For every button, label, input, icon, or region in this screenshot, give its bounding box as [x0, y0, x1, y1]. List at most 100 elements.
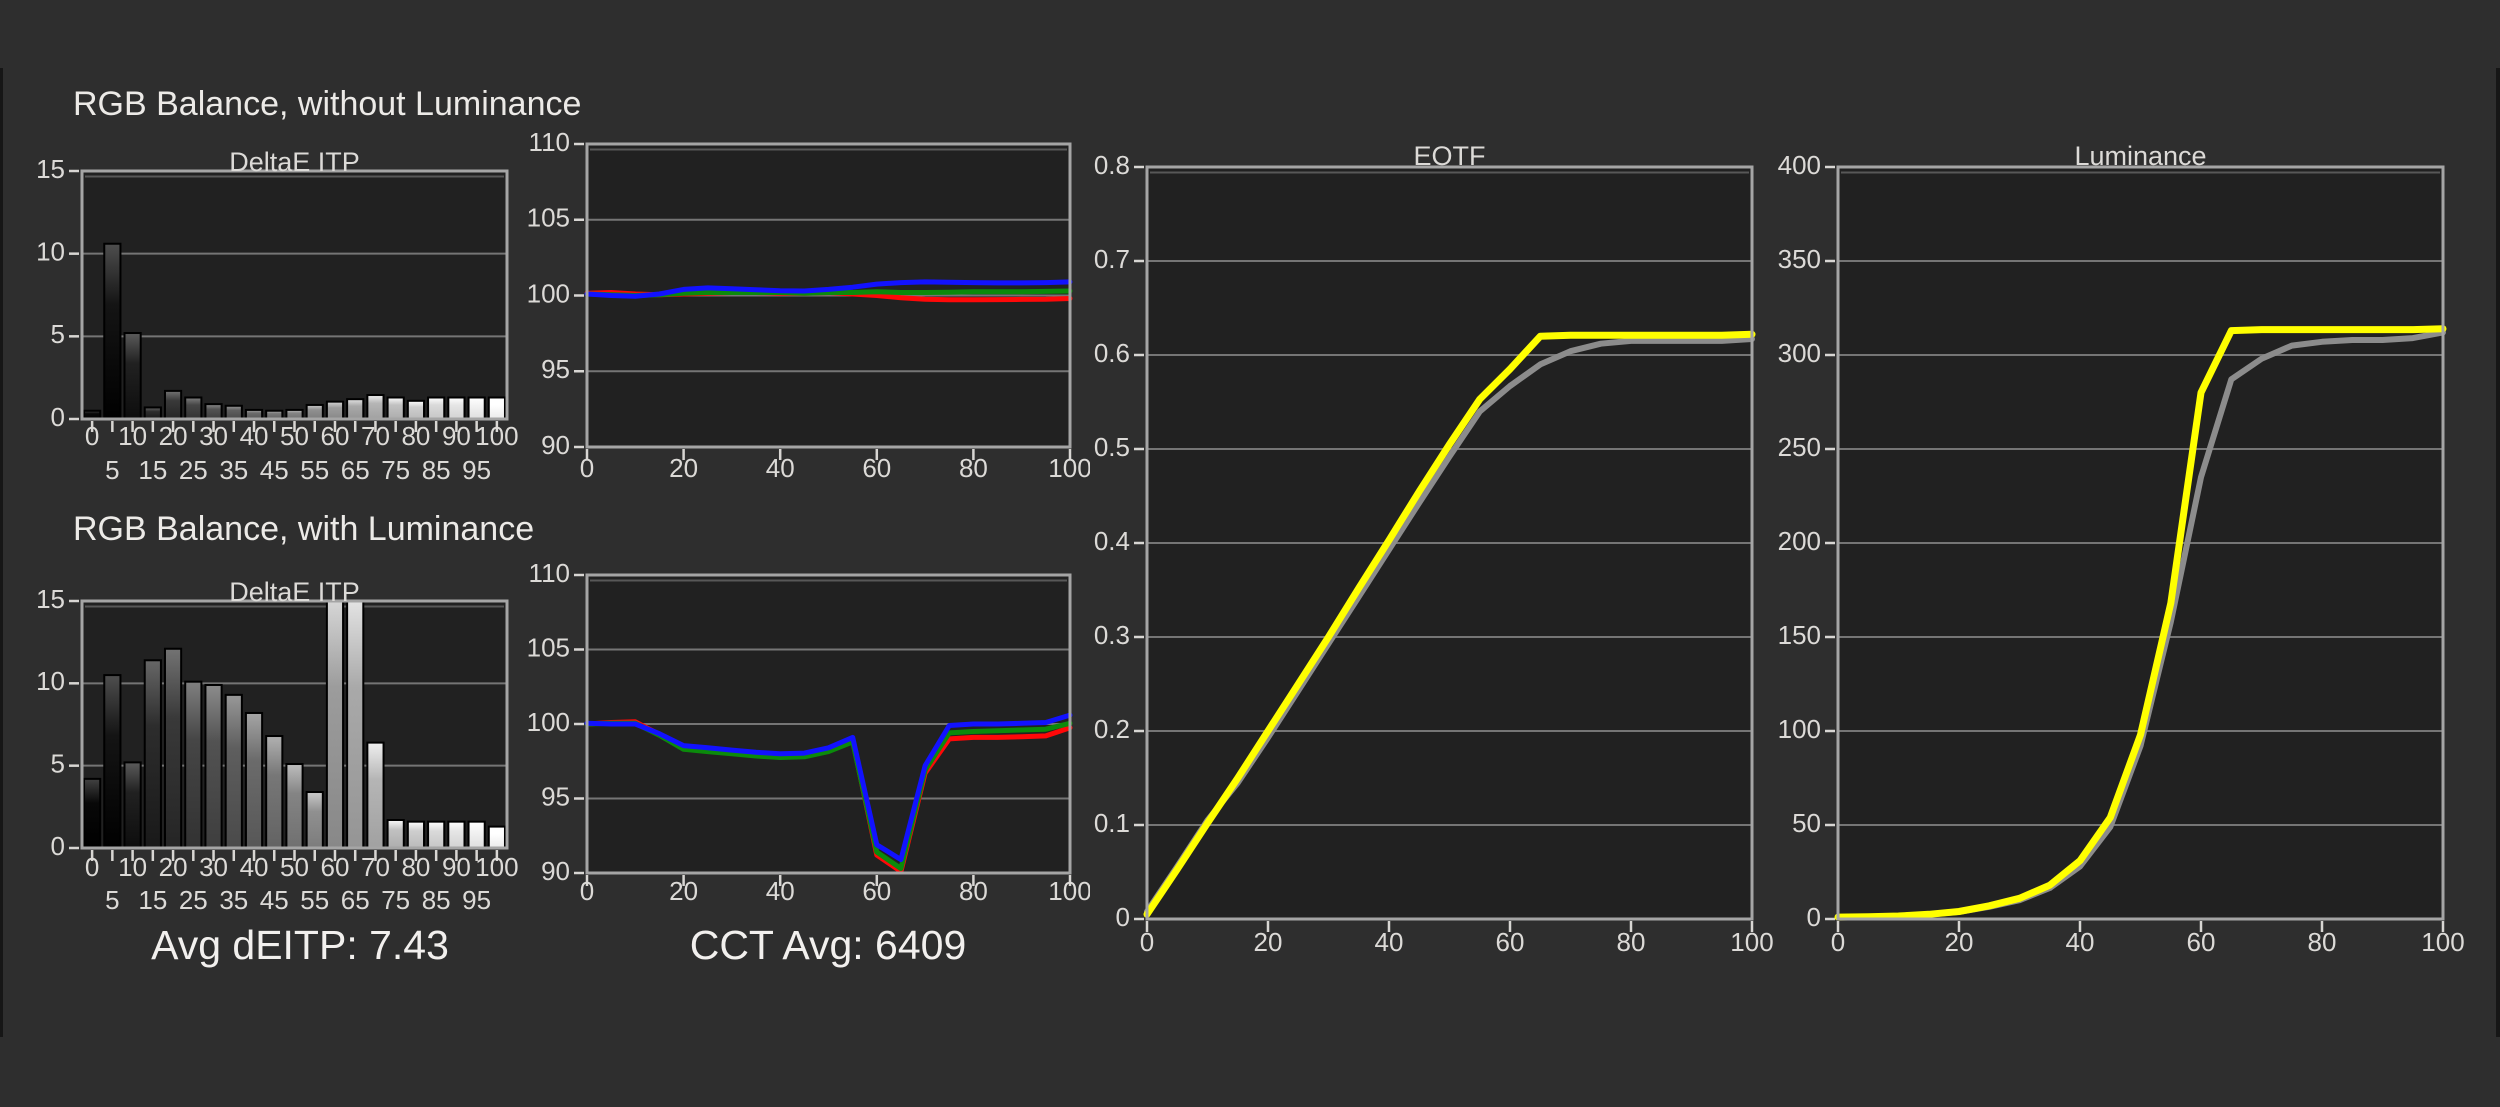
chart-title: DeltaE ITP	[229, 147, 360, 177]
plot-border	[1836, 165, 2445, 921]
bar	[163, 389, 183, 420]
bar	[103, 242, 122, 420]
x-tick-label: 80	[401, 421, 430, 451]
x-tick-label: 90	[442, 421, 471, 451]
bar	[224, 693, 243, 849]
x-tick-label: 60	[2187, 927, 2216, 957]
bar	[427, 396, 446, 420]
y-tick-label: 250	[1778, 432, 1821, 462]
bar	[467, 396, 486, 420]
bar	[386, 819, 405, 850]
x-tick-label: 35	[219, 885, 248, 915]
x-tick-label: 20	[669, 876, 698, 906]
bar	[346, 398, 365, 421]
y-tick-label: 0.4	[1094, 526, 1130, 556]
y-tick-label: 0.7	[1094, 244, 1130, 274]
x-tick-label: 0	[580, 453, 594, 483]
y-tick-label: 10	[36, 237, 65, 267]
plot-border	[1145, 165, 1754, 921]
bar	[103, 674, 122, 849]
x-tick-label: 35	[219, 455, 248, 485]
y-tick-label: 15	[36, 584, 65, 614]
x-tick-label: 0	[85, 421, 99, 451]
x-tick-label: 55	[300, 885, 329, 915]
bar	[406, 399, 426, 420]
x-tick-label: 85	[422, 455, 451, 485]
x-tick-label: 75	[381, 455, 410, 485]
x-tick-label: 15	[138, 455, 167, 485]
cct-avg-value: CCT Avg: 6409	[689, 922, 967, 968]
bar	[325, 400, 345, 421]
x-tick-label: 95	[462, 455, 491, 485]
x-tick-label: 20	[1254, 927, 1283, 957]
section-title-rgb-without-luminance: RGB Balance, without Luminance	[73, 85, 582, 123]
window-edge-right	[2496, 68, 2500, 1037]
x-tick-label: 55	[300, 455, 329, 485]
luminance-canvas: 0 50 100 150 200 250 300 350 400 0 20 40 60 80 100 Lumi…	[1778, 141, 2465, 957]
x-tick-label: 0	[85, 852, 99, 882]
avg-deitp-value: Avg dEITP: 7.43	[151, 922, 449, 968]
y-tick-label: 200	[1778, 526, 1821, 556]
x-tick-label: 10	[118, 421, 147, 451]
bar	[184, 680, 203, 850]
x-tick-label: 100	[475, 421, 518, 451]
bar	[143, 406, 162, 420]
x-tick-label: 20	[159, 852, 188, 882]
x-tick-label: 100	[2421, 927, 2464, 957]
x-tick-label: 80	[2308, 927, 2337, 957]
x-tick-label: 65	[341, 885, 370, 915]
chart-title: Luminance	[2074, 141, 2206, 171]
series-blue-line	[584, 712, 1073, 863]
bar	[386, 396, 405, 420]
y-tick-label: 5	[51, 319, 65, 349]
plot-area	[82, 171, 507, 419]
series-measured-line	[1834, 325, 2447, 921]
x-tick-label: 80	[959, 453, 988, 483]
section-title-rgb-with-luminance: RGB Balance, with Luminance	[73, 510, 535, 548]
x-tick-label: 60	[862, 453, 891, 483]
bar	[325, 600, 345, 849]
y-tick-label: 0.1	[1094, 808, 1130, 838]
deltae-with-canvas: 0510150510152025303540455055606570758085…	[36, 577, 518, 915]
x-tick-label: 60	[1496, 927, 1525, 957]
bar	[346, 600, 365, 849]
chart-title: EOTF	[1414, 141, 1486, 171]
bar	[163, 647, 183, 850]
bar	[487, 396, 506, 420]
x-tick-label: 40	[766, 876, 795, 906]
y-tick-label: 300	[1778, 338, 1821, 368]
x-tick-label: 40	[240, 852, 269, 882]
x-tick-label: 85	[422, 885, 451, 915]
x-tick-label: 20	[1945, 927, 1974, 957]
x-tick-label: 100	[1048, 876, 1090, 906]
y-tick-label: 100	[1778, 714, 1821, 744]
x-tick-label: 25	[179, 455, 208, 485]
bar	[265, 735, 284, 850]
window-edge-left	[0, 68, 3, 1037]
series-blue-line	[584, 279, 1073, 299]
deltae-without-canvas: 0510150510152025303540455055606570758085…	[36, 147, 518, 485]
bar	[305, 791, 324, 850]
y-tick-label: 95	[541, 354, 570, 384]
rgb-balance-without-canvas: 90 95 100 105 110 0 20 40 60 80 100	[527, 127, 1092, 483]
bar	[467, 820, 486, 850]
y-tick-label: 0.8	[1094, 150, 1130, 180]
y-tick-label: 100	[527, 278, 570, 308]
y-tick-label: 0	[1807, 902, 1821, 932]
y-tick-label: 5	[51, 749, 65, 779]
bar	[83, 777, 102, 849]
y-tick-label: 0.5	[1094, 432, 1130, 462]
x-tick-label: 0	[1140, 927, 1154, 957]
y-tick-label: 105	[527, 632, 570, 662]
bar	[184, 396, 203, 420]
x-tick-label: 50	[280, 421, 309, 451]
chart-eotf: 0 0.1 0.2 0.3 0.4 0.5 0.6 0.7 0.8 0 20 40 60 80 100 EOT…	[1085, 128, 1775, 968]
x-tick-label: 50	[280, 852, 309, 882]
y-tick-label: 105	[527, 203, 570, 233]
y-tick-label: 150	[1778, 620, 1821, 650]
plot-border	[80, 169, 509, 421]
x-tick-label: 65	[341, 455, 370, 485]
y-tick-label: 10	[36, 666, 65, 696]
y-tick-label: 110	[529, 127, 570, 157]
